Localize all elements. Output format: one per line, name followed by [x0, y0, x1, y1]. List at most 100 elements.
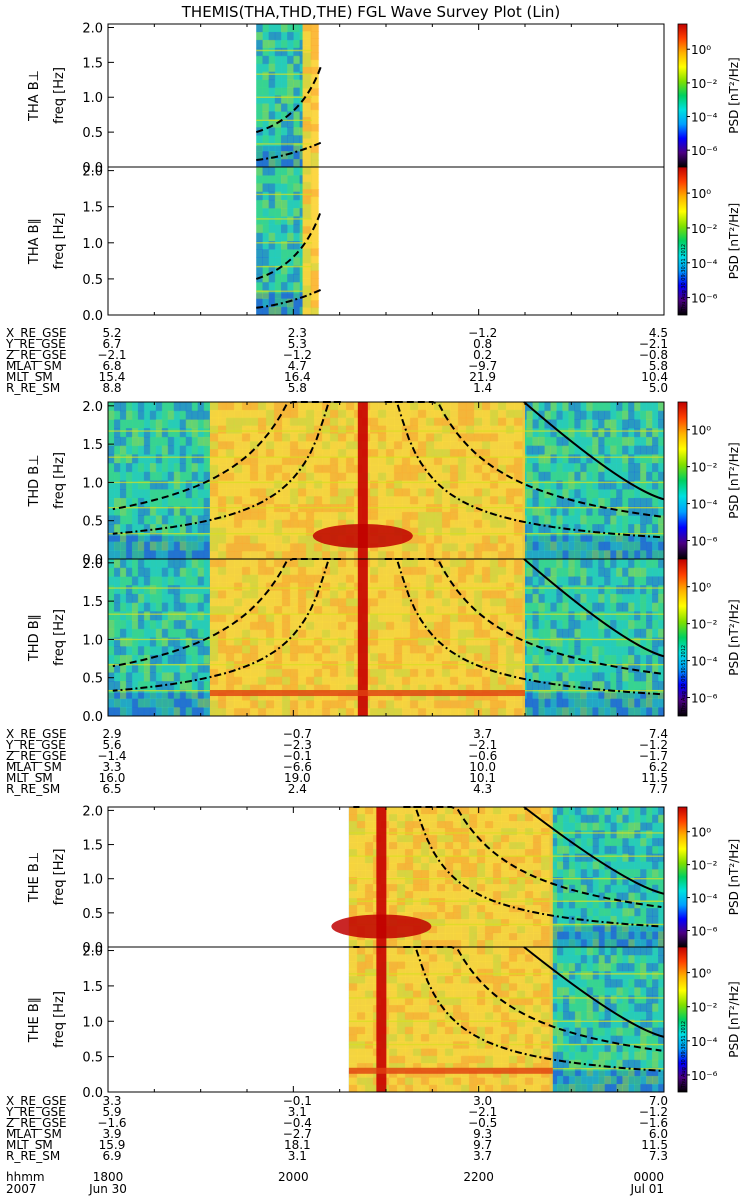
spectrogram-cell: [604, 611, 611, 621]
spectrogram-cell: [646, 663, 653, 673]
spectrogram-cell: [616, 489, 623, 499]
spectrogram-cell: [274, 111, 282, 120]
spectrogram-cell: [628, 428, 635, 438]
spectrogram-cell: [191, 628, 199, 638]
spectrogram-cell: [167, 559, 175, 569]
spectrogram-cell: [287, 95, 294, 104]
spectrogram-cell: [646, 620, 653, 630]
spectrogram-cell: [281, 574, 291, 584]
spectrogram-cell: [185, 471, 193, 481]
spectrogram-cell: [302, 278, 312, 286]
spectrogram-cell: [616, 620, 623, 630]
spectrogram-cell: [119, 611, 127, 621]
spectrogram-cell: [289, 700, 299, 709]
spectrogram-cell: [544, 576, 551, 586]
spectrogram-cell: [265, 527, 275, 536]
spectrogram-cell: [550, 559, 557, 569]
spectrogram-cell: [562, 471, 569, 481]
spectrogram-cell: [280, 47, 288, 57]
spectrogram-cell: [217, 417, 227, 427]
spectrogram-cell: [256, 135, 263, 144]
spectrogram-cell: [369, 402, 379, 411]
spectrogram-cell: [149, 559, 157, 569]
spectrogram-cell: [634, 585, 641, 595]
spectrogram-cell: [209, 621, 219, 631]
spectrogram-cell: [580, 593, 587, 604]
spectrogram-cell: [119, 480, 127, 490]
spectrogram-cell: [622, 567, 629, 577]
spectrogram-cell: [586, 410, 593, 420]
spectrogram-cell: [526, 436, 533, 447]
spectrogram-cell: [640, 489, 647, 499]
spectrogram-cell: [280, 39, 288, 49]
spectrogram-cell: [197, 436, 205, 447]
spectrogram-cell: [217, 425, 227, 434]
spectrogram-cell: [646, 524, 653, 534]
spectrogram-cell: [149, 506, 157, 516]
spectrogram-cell: [265, 472, 275, 481]
spectrogram-cell: [310, 270, 320, 279]
spectrogram-cell: [592, 445, 599, 455]
spectrogram-cell: [241, 433, 251, 442]
spectrogram-cell: [568, 637, 575, 647]
spectrogram-cell: [433, 527, 443, 536]
spectrogram-cell: [337, 559, 347, 568]
spectrogram-cell: [574, 602, 581, 612]
spectrogram-cell: [302, 59, 312, 68]
spectrogram-cell: [108, 428, 115, 438]
spectrogram-cell: [313, 519, 323, 529]
spectrogram-cell: [393, 488, 403, 497]
spectrogram-cell: [385, 441, 395, 450]
spectrogram-cell: [441, 527, 451, 536]
spectrogram-cell: [489, 417, 499, 427]
spectrogram-cell: [305, 511, 315, 521]
spectrogram-cell: [225, 441, 235, 450]
spectrogram-cell: [293, 257, 301, 267]
spectrogram-cell: [568, 550, 575, 560]
spectrogram-cell: [580, 428, 587, 438]
spectrogram-cell: [616, 541, 623, 551]
spectrogram-cell: [616, 681, 623, 691]
spectrogram-cell: [119, 471, 127, 481]
spectrogram-cell: [108, 550, 115, 560]
spectrogram-cell: [401, 511, 411, 521]
spectrogram-cell: [634, 515, 641, 525]
spectrogram-cell: [273, 653, 283, 662]
spectrogram-cell: [369, 449, 379, 458]
spectrogram-cell: [113, 593, 121, 604]
spectrogram-cell: [481, 496, 491, 505]
spectrogram-cell: [305, 676, 315, 686]
spectrogram-cell: [119, 436, 127, 447]
spectrogram-cell: [108, 454, 115, 464]
spectrogram-cell: [305, 653, 315, 662]
spectrogram-cell: [586, 524, 593, 534]
spectrogram-cell: [113, 402, 121, 412]
spectrogram-cell: [538, 689, 545, 700]
spectrogram-cell: [203, 463, 211, 473]
spectrogram-cell: [173, 454, 181, 464]
spectrogram-cell: [137, 620, 145, 630]
spectrogram-cell: [313, 409, 323, 419]
spectrogram-cell: [616, 497, 623, 508]
spectrogram-cell: [225, 511, 235, 521]
spectrogram-cell: [293, 232, 301, 242]
spectrogram-cell: [616, 463, 623, 473]
y-tick-label: 2.0: [82, 165, 103, 180]
spectrogram-cell: [449, 480, 459, 489]
spectrogram-cell: [449, 543, 459, 552]
spectrogram-cell: [489, 551, 499, 560]
spectrogram-cell: [465, 425, 475, 434]
spectrogram-cell: [310, 285, 320, 294]
spectrogram-cell: [173, 585, 181, 595]
spectrogram-cell: [652, 672, 659, 682]
spectrogram-cell: [409, 456, 419, 466]
spectrogram-cell: [345, 511, 355, 521]
spectrogram-cell: [369, 464, 379, 474]
spectrogram-cell: [281, 425, 291, 434]
spectrogram-cell: [616, 646, 623, 656]
spectrogram-cell: [233, 472, 243, 481]
spectrogram-cell: [131, 593, 139, 604]
spectrogram-cell: [262, 143, 270, 152]
spectrogram-cell: [538, 480, 545, 490]
spectrogram-cell: [393, 496, 403, 505]
